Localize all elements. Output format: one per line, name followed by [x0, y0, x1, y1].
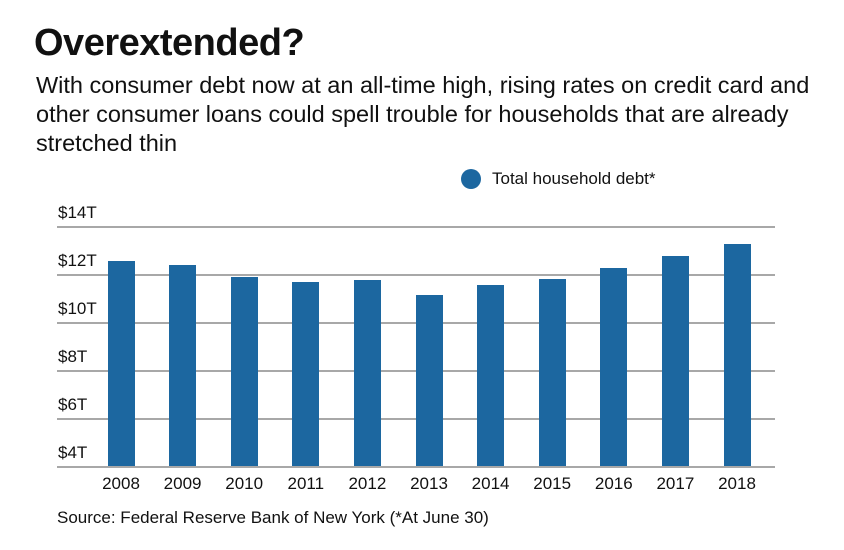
bar-2009 — [169, 265, 197, 466]
legend: Total household debt* — [461, 169, 656, 189]
bar-2013 — [415, 295, 443, 466]
x-axis-tick-label: 2014 — [471, 474, 510, 493]
x-axis-tick-label: 2017 — [656, 474, 695, 493]
y-axis-tick-label: $14T — [58, 203, 97, 222]
bar-2008 — [107, 260, 135, 466]
bar-2014 — [477, 284, 505, 466]
bar-2012 — [353, 279, 381, 466]
legend-dot-icon — [461, 169, 481, 189]
y-axis-tick-label: $10T — [58, 299, 97, 318]
gridline — [57, 274, 775, 276]
y-axis-tick-label: $8T — [58, 347, 88, 366]
gridline — [57, 226, 775, 228]
chart-subtitle: With consumer debt now at an all-time hi… — [36, 72, 810, 156]
x-axis-tick-label: 2010 — [225, 474, 264, 493]
x-axis-tick-label: 2012 — [348, 474, 387, 493]
x-axis-tick-label: 2011 — [287, 474, 325, 493]
chart-title: Overextended? — [34, 22, 305, 64]
y-axis-tick-label: $12T — [58, 251, 97, 270]
x-axis-tick-label: 2018 — [718, 474, 756, 493]
x-axis-tick-label: 2016 — [594, 474, 633, 493]
x-axis-tick-label: 2009 — [163, 474, 202, 493]
bar-2018 — [723, 243, 751, 466]
y-axis-tick-label: $4T — [58, 443, 88, 462]
source-note: Source: Federal Reserve Bank of New York… — [57, 508, 489, 527]
legend-label: Total household debt* — [492, 169, 656, 188]
bar-2015 — [538, 278, 566, 466]
bar-2010 — [230, 277, 258, 466]
x-axis-tick-label: 2008 — [102, 474, 140, 493]
bar-2017 — [661, 255, 689, 466]
gridline — [57, 466, 775, 468]
x-axis-tick-label: 2013 — [410, 474, 448, 493]
bar-2011 — [292, 282, 320, 466]
x-axis-tick-label: 2015 — [533, 474, 572, 493]
y-axis-tick-label: $6T — [58, 395, 88, 414]
bar-2016 — [600, 267, 628, 466]
